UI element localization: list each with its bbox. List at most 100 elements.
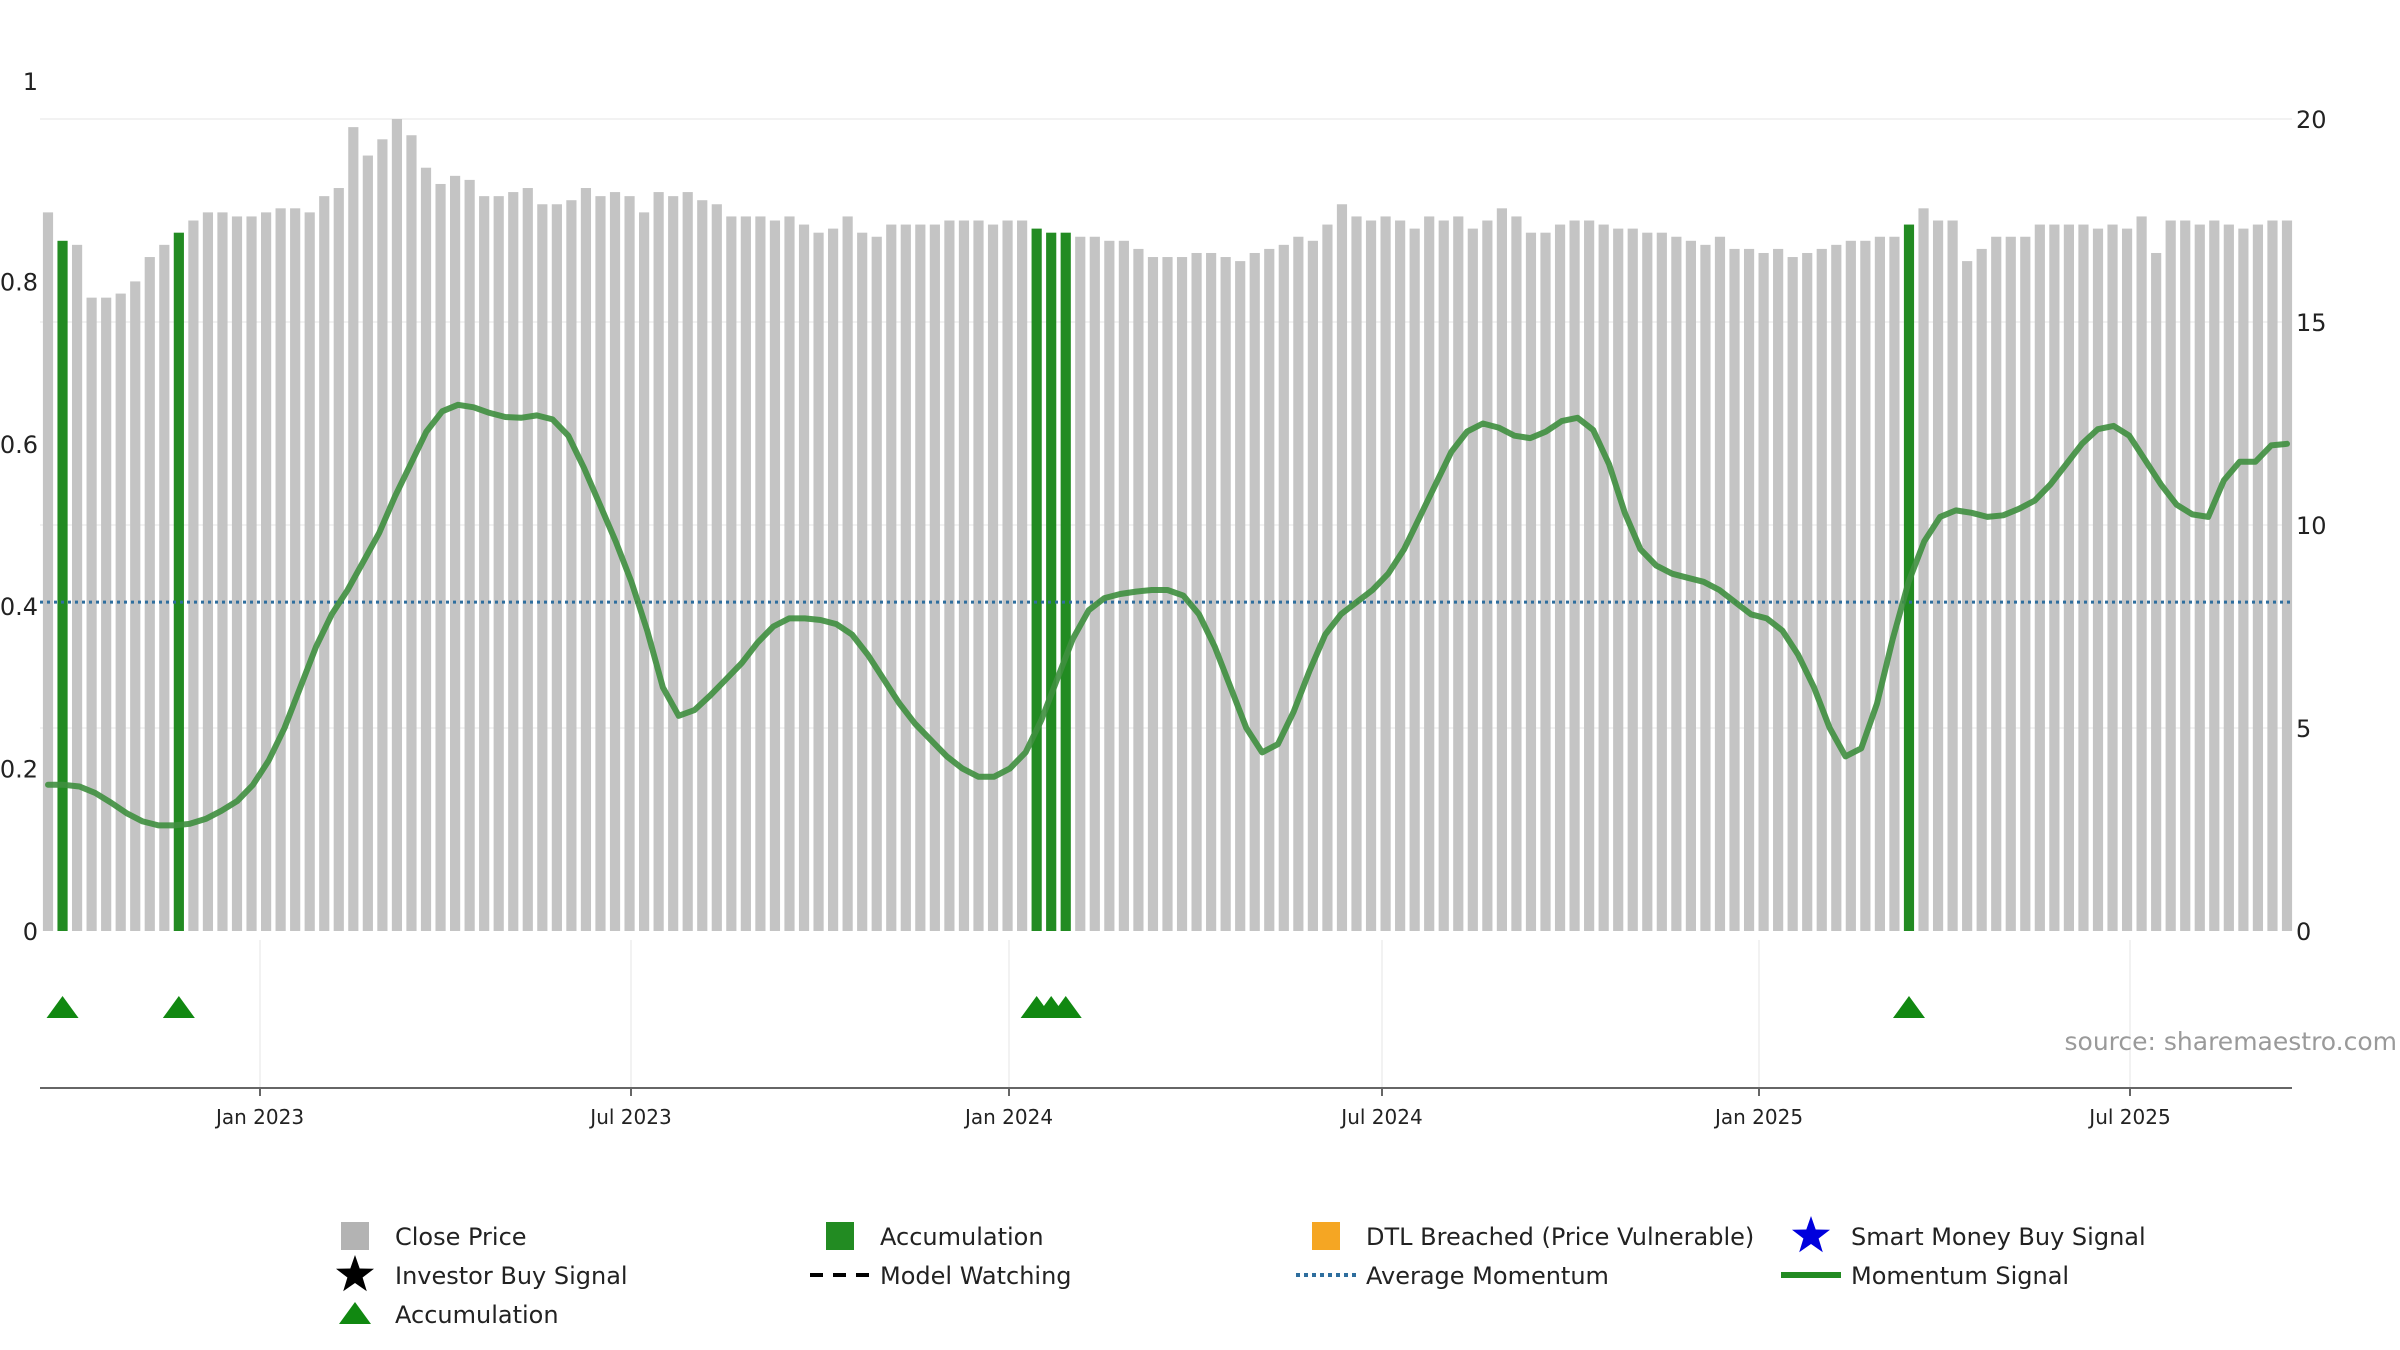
x-axis: Jan 2023 Jul 2023 Jan 2024 Jul 2024 Jan 2025…	[40, 1087, 2292, 1129]
close-price-bar	[537, 204, 548, 931]
x-tick-label: Jul 2023	[588, 1105, 671, 1129]
close-price-bar	[1496, 208, 1507, 931]
close-price-bar	[130, 281, 141, 931]
close-price-bar	[813, 232, 824, 931]
close-price-bar	[2252, 224, 2264, 931]
close-price-bar	[1700, 244, 1711, 932]
close-price-bar	[1889, 236, 1900, 932]
close-price-bar	[1351, 216, 1362, 931]
close-price-bar	[653, 192, 664, 931]
close-price-bar	[1860, 240, 1871, 932]
close-price-bar	[609, 192, 621, 931]
legend-label: Momentum Signal	[1851, 1262, 2069, 1290]
close-price-bar	[697, 200, 708, 931]
close-price-bar	[508, 192, 519, 931]
close-price-bar	[231, 216, 243, 931]
close-price-bar	[1874, 236, 1885, 932]
legend-label: Model Watching	[880, 1262, 1072, 1290]
close-price-bar	[1002, 220, 1013, 931]
close-price-bar	[101, 297, 112, 931]
close-price-bar	[1511, 216, 1522, 931]
close-price-bar	[1235, 261, 1246, 932]
legend-swatch	[341, 1222, 369, 1250]
right-tick-label: 15	[2296, 309, 2327, 337]
close-price-bar	[2223, 224, 2234, 931]
close-price-bar	[711, 204, 722, 931]
close-price-bar	[2078, 224, 2089, 931]
legend-item: Smart Money Buy Signal	[1792, 1216, 2146, 1253]
close-price-bar	[2238, 228, 2249, 931]
accumulation-bar	[1060, 232, 1071, 931]
momentum-signal	[45, 401, 2290, 829]
legend-item: Average Momentum	[1296, 1262, 1609, 1290]
accumulation-triangle	[162, 996, 195, 1018]
close-price-bar	[144, 257, 155, 931]
close-price-bar	[871, 236, 882, 932]
close-price-bar	[319, 196, 330, 931]
close-price-bar	[1017, 220, 1028, 931]
legend-label: Accumulation	[880, 1223, 1044, 1251]
close-price-bar	[1991, 236, 2002, 932]
close-price-bar	[1758, 252, 1769, 932]
close-price-bar	[202, 212, 214, 931]
close-price-bar	[1932, 220, 1944, 931]
close-price-bar	[1569, 220, 1580, 931]
left-tick-label: 0.6	[0, 431, 38, 459]
close-price-bar	[362, 155, 373, 932]
close-price-bar	[1118, 240, 1129, 932]
close-price-bar	[71, 244, 83, 932]
left-tick-label: 0	[23, 918, 38, 946]
close-price-bar	[159, 244, 170, 932]
close-price-bar	[1395, 220, 1406, 931]
x-tick-label: Jan 2023	[214, 1105, 304, 1129]
legend-item: Investor Buy Signal	[336, 1255, 628, 1292]
close-price-bar	[1613, 228, 1624, 931]
close-price-bar	[1656, 232, 1667, 931]
close-price-bar	[115, 293, 126, 932]
close-price-bar	[639, 212, 650, 931]
close-price-bar	[464, 179, 475, 931]
right-axis-ticks: 0 5 10 15 20	[2296, 106, 2327, 946]
close-price-bar	[2092, 228, 2104, 931]
close-price-bar	[2063, 224, 2075, 931]
right-tick-label: 10	[2296, 512, 2327, 540]
accumulation-markers	[46, 996, 1925, 1018]
close-price-bar	[1773, 248, 1784, 932]
close-price-bar	[377, 139, 388, 932]
close-price-bar	[1206, 252, 1217, 932]
close-price-bar	[2194, 224, 2205, 931]
legend-star-icon	[336, 1255, 374, 1292]
close-price-bar	[348, 127, 359, 932]
legend-star-icon	[1792, 1216, 1830, 1253]
right-tick-label: 5	[2296, 715, 2311, 743]
legend-label: Close Price	[395, 1223, 527, 1251]
close-price-bar	[2209, 220, 2220, 931]
close-price-bar	[1831, 244, 1842, 932]
left-tick-label: 0.4	[0, 593, 38, 621]
close-price-bar	[1336, 204, 1348, 931]
legend-label: Accumulation	[395, 1301, 559, 1329]
accumulation-triangle	[46, 996, 79, 1018]
close-price-bar	[1743, 248, 1755, 932]
close-price-bar	[1191, 252, 1202, 932]
legend-item: DTL Breached (Price Vulnerable)	[1312, 1222, 1754, 1251]
legend-item: Accumulation	[339, 1301, 559, 1329]
close-price-bar	[755, 216, 766, 931]
close-price-bar	[1424, 216, 1435, 931]
legend-item: Close Price	[341, 1222, 527, 1251]
close-price-bar	[1584, 220, 1595, 931]
close-price-bar	[566, 200, 577, 931]
close-price-bar	[1075, 236, 1086, 932]
close-price-bar	[2034, 224, 2045, 931]
x-tick-label: Jul 2024	[1339, 1105, 1422, 1129]
left-tick-label: 1	[23, 68, 38, 96]
close-price-bar	[2107, 224, 2118, 931]
accumulation-bar	[173, 232, 184, 931]
legend: Close Price Accumulation DTL Breached (Pri…	[336, 1216, 2146, 1329]
close-price-bar	[1438, 220, 1449, 931]
close-price-bar	[784, 216, 795, 931]
close-price-bar	[929, 224, 940, 931]
close-price-bar	[1089, 236, 1100, 932]
close-price-bar	[435, 183, 446, 931]
